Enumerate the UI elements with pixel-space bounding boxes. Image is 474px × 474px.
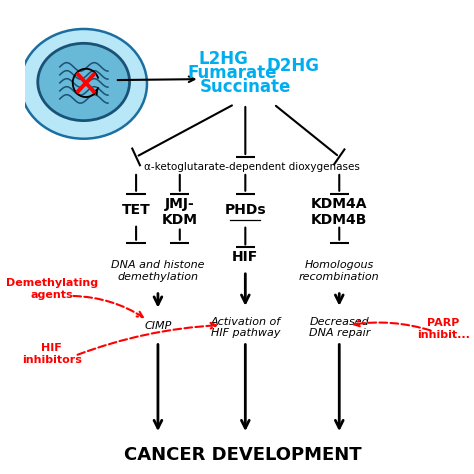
Text: D2HG: D2HG <box>267 57 320 75</box>
Text: Succinate: Succinate <box>200 78 291 96</box>
Text: HIF: HIF <box>232 250 258 264</box>
Text: KDM4A
KDM4B: KDM4A KDM4B <box>311 197 367 227</box>
Text: α-ketoglutarate-dependent dioxygenases: α-ketoglutarate-dependent dioxygenases <box>144 162 360 172</box>
Text: L2HG: L2HG <box>199 50 248 68</box>
Text: PHDs: PHDs <box>225 203 266 217</box>
Text: CANCER DEVELOPMENT: CANCER DEVELOPMENT <box>124 446 362 464</box>
Text: Decreased
DNA repair: Decreased DNA repair <box>309 317 370 338</box>
Text: PARP
inhibit...: PARP inhibit... <box>417 318 470 340</box>
Text: CIMP: CIMP <box>144 320 172 330</box>
Ellipse shape <box>38 43 129 120</box>
Text: Demethylating
agents: Demethylating agents <box>6 278 98 300</box>
Text: TET: TET <box>122 203 150 217</box>
Text: Activation of
HIF pathway: Activation of HIF pathway <box>210 317 281 338</box>
Ellipse shape <box>20 29 147 139</box>
Text: Fumarate: Fumarate <box>187 64 277 82</box>
Text: JMJ-
KDM: JMJ- KDM <box>162 197 198 227</box>
Text: Homologous
recombination: Homologous recombination <box>299 260 380 282</box>
Text: HIF
inhibitors: HIF inhibitors <box>22 343 82 365</box>
Text: DNA and histone
demethylation: DNA and histone demethylation <box>111 260 205 282</box>
